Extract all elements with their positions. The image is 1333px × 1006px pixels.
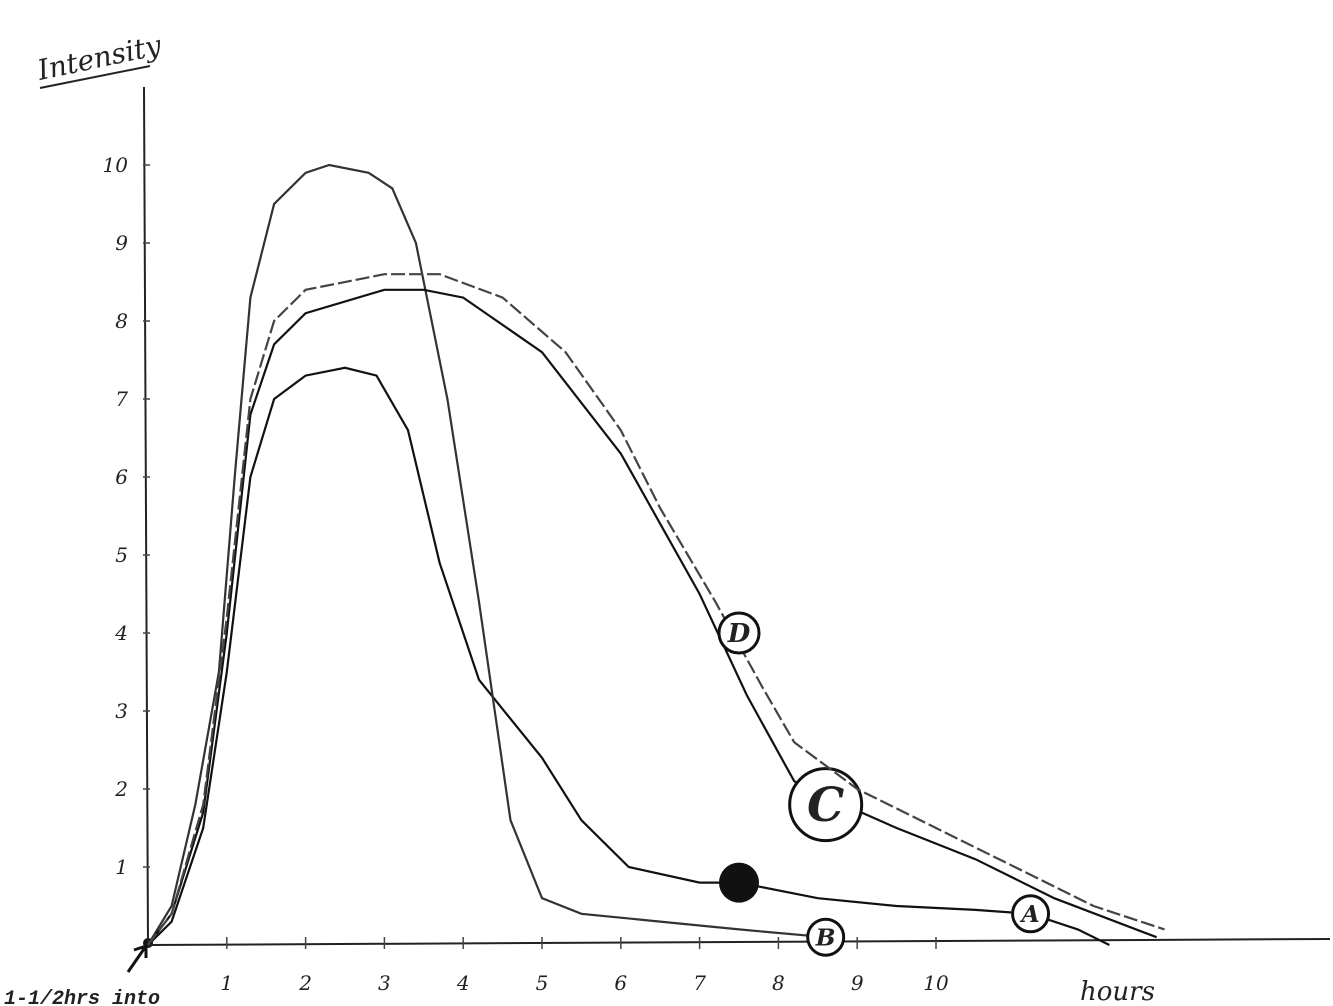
y-tick-label: 5 (115, 543, 128, 567)
x-tick-label: 5 (536, 971, 549, 995)
legend-circle (806, 917, 846, 957)
y-tick-label: 1 (115, 855, 128, 879)
x-tick-label: 2 (298, 971, 312, 995)
legend-label: D (727, 619, 751, 649)
legend-label: B (815, 923, 836, 951)
y-tick-label: 4 (114, 621, 128, 645)
y-axis (143, 86, 149, 946)
y-tick-label: 8 (115, 309, 128, 333)
title-underline (39, 65, 151, 89)
y-tick-label: 6 (115, 465, 128, 489)
y-tick-label: 3 (115, 699, 128, 723)
annotation: 1-1/2hrs into (4, 988, 160, 1006)
x-tick-label: 7 (693, 971, 706, 995)
line (147, 366, 1110, 946)
y-tick-label: 2 (114, 777, 128, 801)
x-tick-label: 9 (851, 971, 864, 995)
x-tick-label: 10 (923, 971, 949, 995)
x-axis-label: hours (1080, 977, 1155, 1006)
legend-circle (717, 611, 761, 655)
x-tick-label: 3 (378, 971, 391, 995)
x-tick-label: 4 (456, 971, 470, 995)
x-tick-label: 1 (220, 971, 233, 995)
x-axis (147, 938, 1331, 946)
line (147, 163, 826, 946)
origin-arrow (126, 944, 148, 973)
y-tick-label: 9 (115, 231, 128, 255)
legend-circle (788, 767, 864, 843)
legend-label: C (807, 778, 844, 833)
line (147, 273, 1165, 946)
line (147, 288, 1157, 946)
data-dot (719, 862, 759, 903)
x-tick-label: 6 (614, 971, 627, 995)
legend-label: A (1019, 900, 1039, 928)
legend-circle (1011, 894, 1051, 934)
y-tick-label: 7 (115, 387, 128, 411)
x-tick-label: 8 (772, 971, 785, 995)
y-tick-label: 10 (103, 153, 129, 177)
